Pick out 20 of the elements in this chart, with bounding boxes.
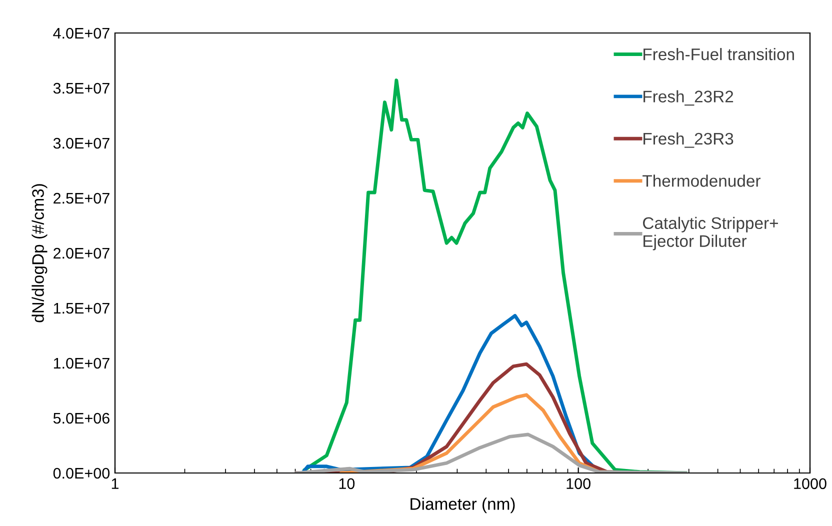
x-axis-title: Diameter (nm) xyxy=(410,498,515,514)
y-tick-label: 3.5E+07 xyxy=(53,82,110,94)
legend-label: Thermodenuder xyxy=(642,174,760,187)
y-tick-label: 1.0E+07 xyxy=(54,358,110,369)
y-tick-label: 2.0E+07 xyxy=(54,248,110,259)
y-axis-title: dN/dlogDp (#/cm3) xyxy=(32,184,48,322)
y-tick-label: 4.0E+07 xyxy=(53,28,110,39)
legend-label: Fresh_23R3 xyxy=(644,132,734,148)
x-tick-label: 100 xyxy=(566,478,590,490)
y-tick-label: 5.0E+06 xyxy=(53,412,110,424)
y-tick-label: 3.0E+07 xyxy=(53,138,110,149)
legend-label: Fresh-Fuel transition xyxy=(644,48,794,60)
y-tick-label: 0.0E+00 xyxy=(53,468,110,479)
x-tick-label: 1 xyxy=(112,478,119,489)
legend-label: Catalytic Stripper+ Ejector Diluter xyxy=(643,216,778,250)
x-tick-label: 1000 xyxy=(794,478,826,490)
y-tick-label: 1.5E+07 xyxy=(54,302,110,314)
y-tick-label: 2.5E+07 xyxy=(54,192,110,204)
legend-label: Fresh_23R2 xyxy=(644,90,734,106)
x-tick-label: 10 xyxy=(339,478,355,490)
